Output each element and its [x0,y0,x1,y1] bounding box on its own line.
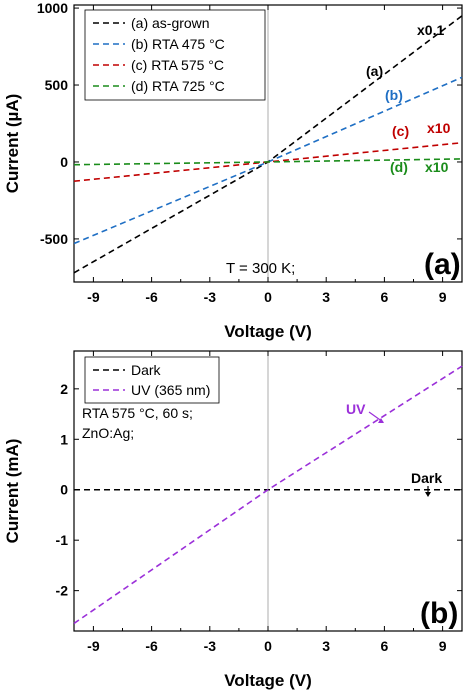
series-label: x10 [427,120,451,136]
panel-label: (b) [420,597,458,630]
series-label: (b) [385,87,403,103]
annotation-text: ZnO:Ag; [82,425,134,441]
series-label: x10 [425,159,449,175]
series-label: (a) [366,63,383,79]
y-tick-label: 500 [45,77,69,93]
annotation-text: RTA 575 °C, 60 s; [82,405,193,421]
x-tick-label: 6 [381,289,389,305]
y-tick-label: 0 [60,482,68,498]
legend-entry: (a) as-grown [131,15,210,31]
y-tick-label: -1 [56,532,69,548]
legend-box [84,9,266,101]
panel-label: (a) [424,248,461,281]
legend-box [84,356,220,404]
x-tick-label: -9 [87,638,100,654]
uv-arrow-head [378,418,384,423]
y-tick-label: 1 [60,431,68,447]
series-label: (d) [390,159,408,175]
series-label: x0.1 [417,22,444,38]
x-tick-label: -9 [87,289,100,305]
y-tick-label: 0 [60,154,68,170]
legend-entry: UV (365 nm) [131,382,210,398]
x-tick-label: 3 [322,289,330,305]
x-axis-label: Voltage (V) [224,671,312,690]
panel-a-chart: -9 -6 -3 0 3 6 9 -500 0 500 1000 Voltage (V) Current… [3,0,463,341]
y-tick-label: -500 [40,231,68,247]
x-tick-label: 0 [264,638,272,654]
y-tick-label: -2 [56,583,69,599]
x-tick-label: 9 [439,638,447,654]
y-tick-label: 1000 [37,0,68,16]
x-tick-label: -3 [204,638,217,654]
legend-entry: (d) RTA 725 °C [131,78,225,94]
series-line-3 [73,158,463,166]
x-tick-label: -3 [204,289,217,305]
x-tick-label: 3 [322,638,330,654]
x-axis-label: Voltage (V) [224,322,312,341]
legend-entry: (b) RTA 475 °C [131,36,225,52]
y-axis-label: Current (µA) [3,94,22,194]
y-axis-label: Current (mA) [3,439,22,544]
series-line-1 [73,365,463,625]
dark-arrow-head [425,492,431,497]
series-label: (c) [392,123,409,139]
panel-b-chart: -9 -6 -3 0 3 6 9 -2 -1 0 1 2 Voltage (V) Current (mA)… [3,350,463,690]
annotation-text: T = 300 K; [226,260,295,277]
x-tick-label: -6 [145,638,158,654]
x-tick-label: 6 [381,638,389,654]
series-label: Dark [411,470,442,486]
x-tick-label: -6 [145,289,158,305]
legend-entry: (c) RTA 575 °C [131,57,224,73]
y-tick-label: 2 [60,381,68,397]
x-tick-label: 0 [264,289,272,305]
series-label: UV [346,401,366,417]
x-tick-label: 9 [439,289,447,305]
legend-entry: Dark [131,362,162,378]
